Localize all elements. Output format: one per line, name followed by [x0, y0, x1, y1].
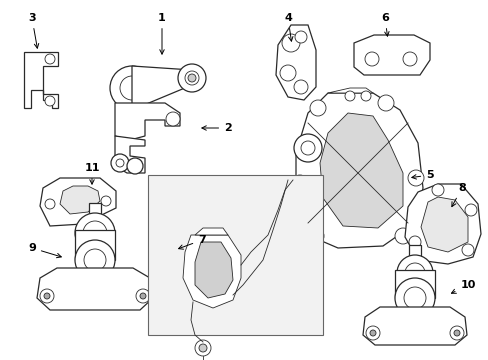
Polygon shape	[115, 103, 180, 140]
Text: 3: 3	[28, 13, 39, 48]
Polygon shape	[132, 66, 192, 110]
Circle shape	[120, 76, 143, 100]
Polygon shape	[295, 93, 422, 248]
Circle shape	[453, 330, 459, 336]
Polygon shape	[275, 25, 315, 100]
Circle shape	[111, 154, 129, 172]
Circle shape	[110, 66, 154, 110]
Text: 10: 10	[450, 280, 475, 293]
Circle shape	[404, 263, 424, 283]
Circle shape	[178, 64, 205, 92]
Bar	[75, 230, 115, 260]
Circle shape	[408, 236, 420, 248]
Text: 4: 4	[284, 13, 292, 41]
Circle shape	[360, 91, 370, 101]
Circle shape	[136, 289, 150, 303]
Circle shape	[309, 100, 325, 116]
Circle shape	[402, 52, 416, 66]
Circle shape	[40, 289, 54, 303]
Polygon shape	[183, 235, 241, 308]
Polygon shape	[24, 52, 58, 108]
Circle shape	[431, 184, 443, 196]
Circle shape	[394, 228, 410, 244]
Polygon shape	[353, 35, 429, 75]
Polygon shape	[319, 113, 402, 228]
Circle shape	[369, 330, 375, 336]
Polygon shape	[37, 268, 153, 310]
Circle shape	[187, 74, 196, 82]
Polygon shape	[195, 242, 232, 298]
Bar	[148, 175, 323, 335]
Polygon shape	[60, 186, 100, 214]
Circle shape	[461, 244, 473, 256]
Polygon shape	[195, 228, 227, 235]
Bar	[394, 270, 434, 298]
Circle shape	[116, 159, 124, 167]
Circle shape	[45, 96, 55, 106]
Circle shape	[403, 287, 425, 309]
Circle shape	[282, 34, 299, 52]
Circle shape	[293, 134, 321, 162]
Circle shape	[394, 278, 434, 318]
Circle shape	[377, 95, 393, 111]
Circle shape	[199, 344, 206, 352]
Circle shape	[75, 213, 115, 253]
Polygon shape	[420, 197, 467, 252]
Circle shape	[101, 196, 111, 206]
Polygon shape	[404, 184, 480, 264]
Circle shape	[291, 175, 307, 191]
Circle shape	[184, 71, 199, 85]
Polygon shape	[115, 136, 145, 173]
Circle shape	[396, 255, 432, 291]
Circle shape	[301, 141, 314, 155]
Circle shape	[294, 31, 306, 43]
Circle shape	[75, 240, 115, 280]
Circle shape	[449, 326, 463, 340]
Circle shape	[165, 112, 180, 126]
Circle shape	[345, 91, 354, 101]
Circle shape	[84, 249, 106, 271]
Text: 2: 2	[202, 123, 231, 133]
Circle shape	[45, 199, 55, 209]
Circle shape	[407, 170, 423, 186]
Text: 6: 6	[380, 13, 388, 36]
Circle shape	[364, 52, 378, 66]
Circle shape	[195, 340, 210, 356]
Circle shape	[307, 228, 324, 244]
Text: 9: 9	[28, 243, 61, 258]
Bar	[408, 245, 420, 263]
Circle shape	[464, 204, 476, 216]
Text: 1: 1	[158, 13, 165, 54]
Circle shape	[83, 221, 107, 245]
Circle shape	[140, 293, 146, 299]
Text: 11: 11	[84, 163, 100, 184]
Text: 8: 8	[451, 183, 465, 207]
Polygon shape	[362, 307, 466, 345]
Polygon shape	[40, 178, 116, 226]
Circle shape	[280, 65, 295, 81]
Text: 5: 5	[411, 170, 433, 180]
Bar	[89, 203, 101, 223]
Circle shape	[45, 54, 55, 64]
Polygon shape	[327, 88, 372, 93]
Circle shape	[293, 80, 307, 94]
Circle shape	[365, 326, 379, 340]
Circle shape	[44, 293, 50, 299]
Circle shape	[127, 158, 142, 174]
Text: 7: 7	[178, 235, 205, 249]
